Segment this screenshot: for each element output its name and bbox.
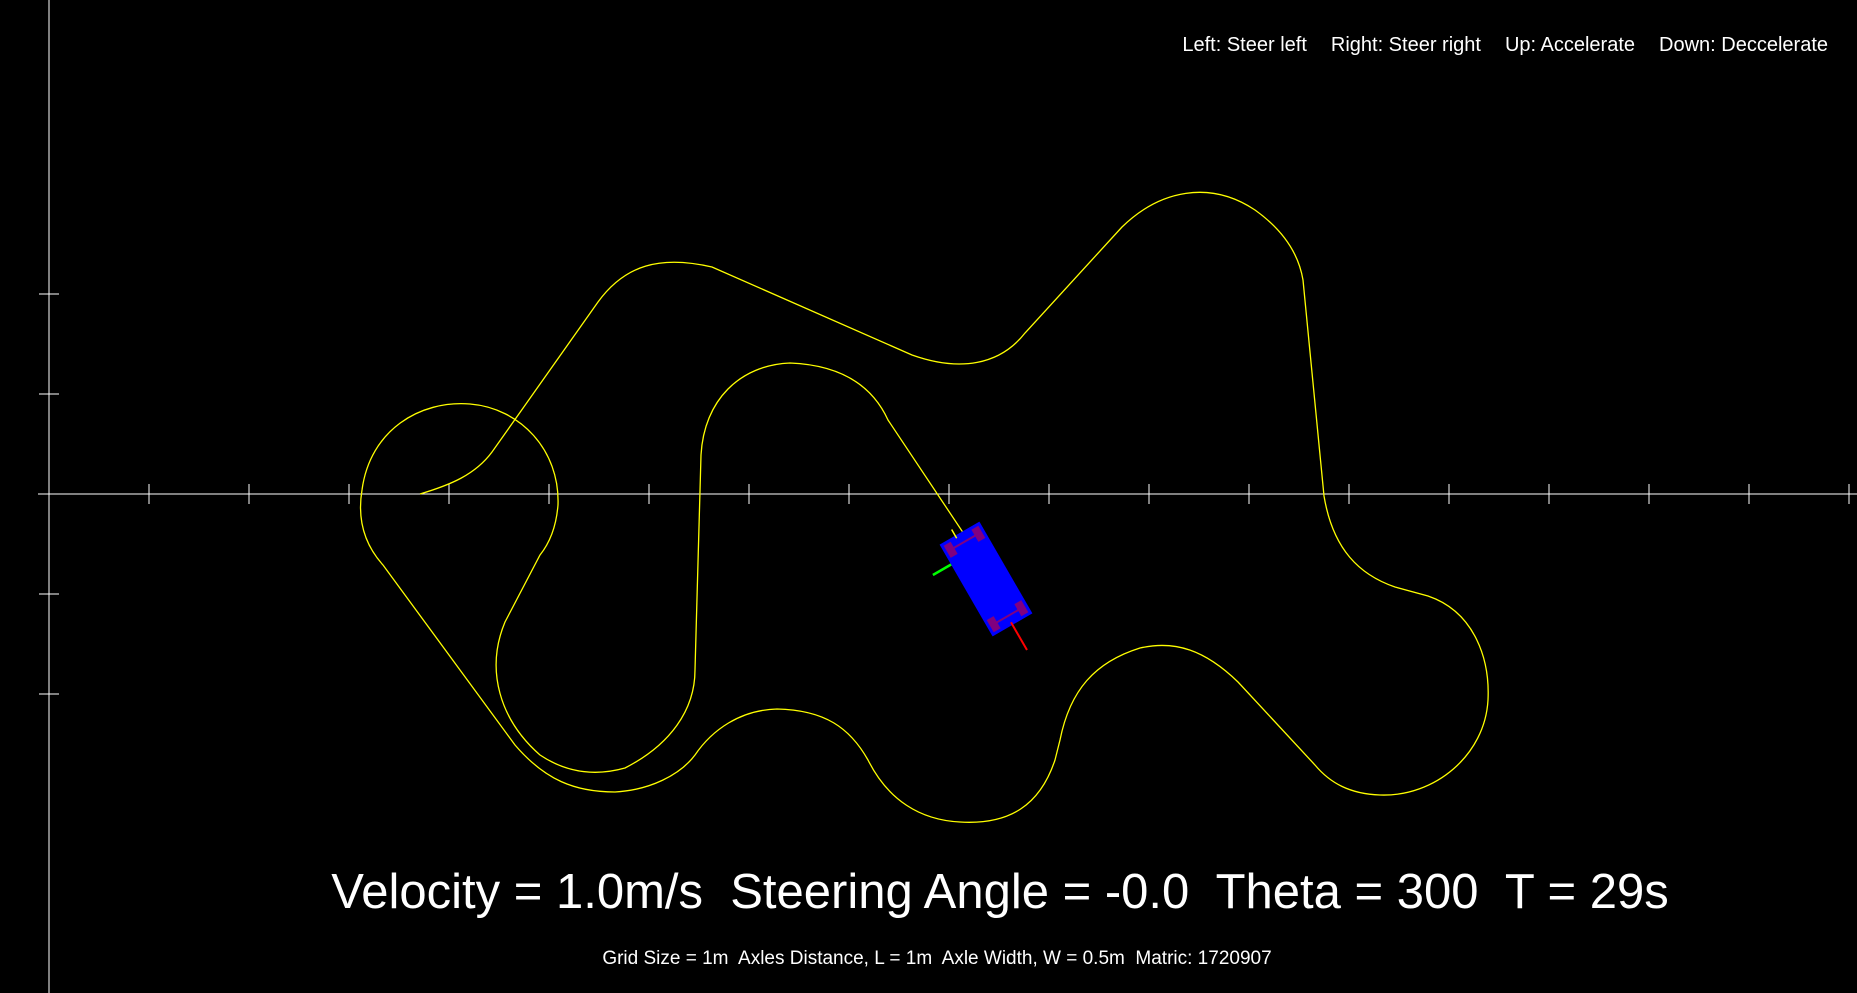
control-right-hint: Right: Steer right xyxy=(1330,34,1481,56)
control-down-hint: Down: Deccelerate xyxy=(1659,34,1828,56)
steering-vector xyxy=(951,529,958,539)
driven-path-trace xyxy=(359,191,1489,823)
car-body xyxy=(939,521,1033,637)
car xyxy=(932,521,1033,651)
heading-vector xyxy=(1010,621,1028,651)
control-up-hint: Up: Accelerate xyxy=(1504,34,1636,56)
front-axle xyxy=(950,532,979,551)
coordinate-axes xyxy=(38,0,1857,993)
parameters-info: Grid Size = 1m Axles Distance, L = 1m Ax… xyxy=(602,948,1272,969)
x-axis-ticks xyxy=(148,484,1850,504)
status-readout: Velocity = 1.0m/s Steering Angle = -0.0 … xyxy=(331,865,1669,919)
lateral-vector xyxy=(932,563,952,577)
control-left-hint: Left: Steer left xyxy=(1182,34,1307,56)
controls-hint: Left: Steer left Right: Steer right Up: … xyxy=(1182,34,1828,57)
rear-axle xyxy=(993,607,1022,626)
y-axis-ticks xyxy=(39,293,59,695)
